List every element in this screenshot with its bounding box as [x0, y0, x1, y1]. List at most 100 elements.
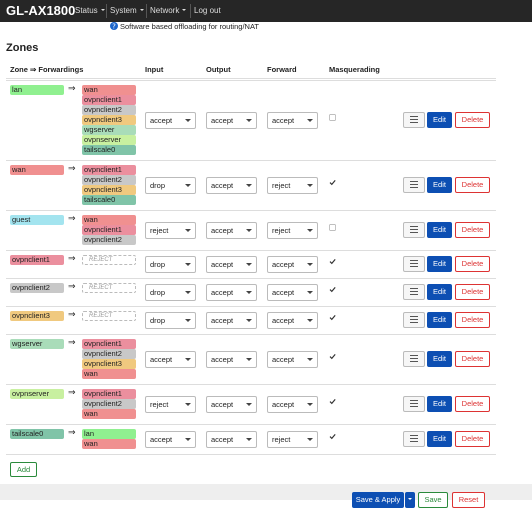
reset-button[interactable]: Reset [452, 492, 485, 508]
menu-item[interactable]: Network [150, 6, 187, 15]
edit-button[interactable]: Edit [427, 222, 452, 238]
forwarding-badge: ovpnclient1 [82, 389, 136, 399]
reject-placeholder: REJECT [82, 255, 136, 265]
masquerading-checkbox[interactable] [329, 353, 336, 360]
forward-arrow: ⇒ [68, 213, 76, 223]
zone-badge: ovpnclient1 [10, 255, 64, 265]
edit-button[interactable]: Edit [427, 312, 452, 328]
edit-button[interactable]: Edit [427, 351, 452, 367]
input-select[interactable]: drop [145, 255, 196, 273]
delete-button[interactable]: Delete [455, 222, 490, 238]
save-apply-dropdown[interactable] [405, 492, 415, 508]
header-divider [6, 78, 496, 79]
input-select[interactable]: reject [145, 221, 196, 239]
input-select[interactable]: reject [145, 395, 196, 413]
menu-button[interactable] [403, 284, 425, 300]
forward-select[interactable]: reject [267, 221, 318, 239]
column-header: Zone ⇒ Forwardings [10, 65, 84, 74]
output-select[interactable]: accept [206, 221, 257, 239]
delete-button[interactable]: Delete [455, 396, 490, 412]
output-select[interactable]: accept [206, 395, 257, 413]
menu-button[interactable] [403, 351, 425, 367]
output-select[interactable]: accept [206, 111, 257, 129]
forward-select[interactable]: accept [267, 255, 318, 273]
masquerading-checkbox[interactable] [329, 179, 336, 186]
edit-button[interactable]: Edit [427, 177, 452, 193]
menu-button[interactable] [403, 112, 425, 128]
input-select[interactable]: drop [145, 176, 196, 194]
delete-button[interactable]: Delete [455, 112, 490, 128]
reject-placeholder: REJECT [82, 311, 136, 321]
row-divider [6, 210, 496, 211]
menu-item[interactable]: System [110, 6, 145, 15]
edit-button[interactable]: Edit [427, 284, 452, 300]
row-divider [6, 454, 496, 455]
forwarding-badge: ovpnclient2 [82, 105, 136, 115]
output-select[interactable]: accept [206, 255, 257, 273]
forwarding-badge: ovpnclient2 [82, 399, 136, 409]
menu-icon [410, 116, 418, 123]
forward-select[interactable]: reject [267, 176, 318, 194]
edit-button[interactable]: Edit [427, 431, 452, 447]
menu-button[interactable] [403, 396, 425, 412]
note: Software based offloading for routing/NA… [120, 22, 259, 31]
menu-button[interactable] [403, 431, 425, 447]
menu-button[interactable] [403, 222, 425, 238]
output-select[interactable]: accept [206, 430, 257, 448]
menu-button[interactable] [403, 312, 425, 328]
menu-icon [410, 181, 418, 188]
edit-button[interactable]: Edit [427, 256, 452, 272]
masquerading-checkbox[interactable] [329, 114, 336, 121]
forward-select[interactable]: accept [267, 283, 318, 301]
delete-button[interactable]: Delete [455, 284, 490, 300]
output-select[interactable]: accept [206, 176, 257, 194]
menu-item[interactable]: Log out [194, 6, 221, 15]
output-select[interactable]: accept [206, 311, 257, 329]
input-select[interactable]: accept [145, 350, 196, 368]
forward-select[interactable]: accept [267, 311, 318, 329]
save-button[interactable]: Save [418, 492, 448, 508]
output-select[interactable]: accept [206, 283, 257, 301]
masquerading-checkbox[interactable] [329, 433, 336, 440]
forwarding-badge: ovpnclient3 [82, 359, 136, 369]
row-divider [6, 424, 496, 425]
masquerading-checkbox[interactable] [329, 258, 336, 265]
row-divider [6, 306, 496, 307]
forward-select[interactable]: reject [267, 430, 318, 448]
input-select[interactable]: accept [145, 111, 196, 129]
forward-select[interactable]: accept [267, 395, 318, 413]
input-select[interactable]: drop [145, 283, 196, 301]
menu-icon [410, 400, 418, 407]
input-select[interactable]: accept [145, 430, 196, 448]
add-button[interactable]: Add [10, 462, 37, 477]
delete-button[interactable]: Delete [455, 256, 490, 272]
row-divider [6, 160, 496, 161]
menu-item[interactable]: Status [75, 6, 106, 15]
forward-select[interactable]: accept [267, 350, 318, 368]
brand[interactable]: GL-AX1800 [6, 3, 76, 18]
menu-icon [410, 260, 418, 267]
edit-button[interactable]: Edit [427, 112, 452, 128]
reject-placeholder: REJECT [82, 283, 136, 293]
masquerading-checkbox[interactable] [329, 286, 336, 293]
forwarding-badge: ovpnclient2 [82, 349, 136, 359]
zone-badge: tailscale0 [10, 429, 64, 439]
forward-select[interactable]: accept [267, 111, 318, 129]
delete-button[interactable]: Delete [455, 312, 490, 328]
forwarding-badge: tailscale0 [82, 145, 136, 155]
menu-button[interactable] [403, 177, 425, 193]
delete-button[interactable]: Delete [455, 177, 490, 193]
masquerading-checkbox[interactable] [329, 314, 336, 321]
column-header: Output [206, 65, 231, 74]
menu-button[interactable] [403, 256, 425, 272]
delete-button[interactable]: Delete [455, 351, 490, 367]
input-select[interactable]: drop [145, 311, 196, 329]
edit-button[interactable]: Edit [427, 396, 452, 412]
column-header: Masquerading [329, 65, 380, 74]
save-apply-button[interactable]: Save & Apply [352, 492, 404, 508]
masquerading-checkbox[interactable] [329, 224, 336, 231]
masquerading-checkbox[interactable] [329, 398, 336, 405]
output-select[interactable]: accept [206, 350, 257, 368]
delete-button[interactable]: Delete [455, 431, 490, 447]
